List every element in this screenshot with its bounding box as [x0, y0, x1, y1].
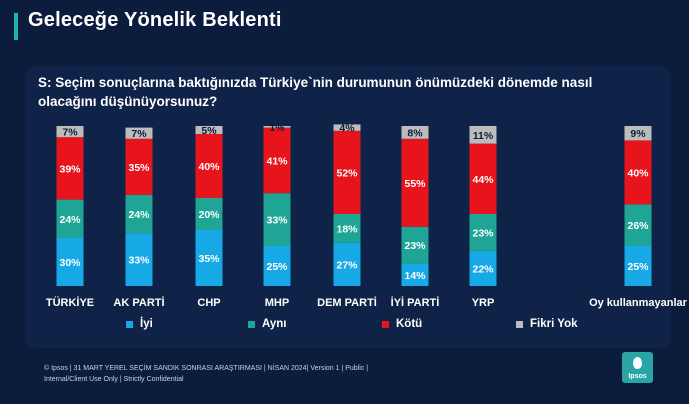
bar-segment-kotu [195, 134, 223, 198]
chart-legend: İyi Aynı Kötü Fikri Yok [0, 318, 689, 334]
data-label: 33% [128, 255, 150, 267]
bar-segment-kotu [401, 138, 429, 227]
data-label: 23% [472, 227, 494, 239]
legend-label: Aynı [262, 318, 287, 330]
question-line-2: olacağını düşünüyorsunuz? [38, 94, 218, 109]
bar-segment-fikri-yok [125, 127, 153, 139]
data-label: 52% [336, 167, 358, 179]
data-label: 41% [266, 155, 288, 167]
data-label: 25% [627, 261, 649, 273]
data-label: 39% [59, 163, 81, 175]
bar-segment-ayni [263, 193, 291, 246]
data-label: 26% [627, 220, 649, 232]
bar-segment-ayni [56, 199, 84, 238]
category-label: MHP [265, 297, 289, 309]
bar-segment-iyi [469, 250, 497, 286]
data-label: 40% [627, 167, 649, 179]
bar-segment-fikri-yok [401, 126, 429, 139]
bar-segment-kotu [333, 130, 361, 214]
footer-line-2: Internal/Client Use Only | Strictly Conf… [44, 375, 184, 383]
bar-segment-fikri-yok [469, 126, 497, 144]
bar-segment-kotu [125, 138, 153, 195]
bar-segment-iyi [125, 233, 153, 286]
logo-text: Ipsos [628, 373, 647, 380]
category-label: CHP [197, 297, 220, 309]
title-accent-bar [14, 13, 18, 40]
category-label: Oy kullanmayanlar [589, 297, 688, 309]
bar-segment-iyi [333, 242, 361, 286]
bar-segment-ayni [125, 194, 153, 234]
data-label: 44% [472, 174, 494, 186]
data-label: 20% [198, 209, 220, 221]
data-label: 22% [472, 263, 494, 275]
legend-swatch [126, 320, 133, 328]
data-label: 33% [266, 215, 288, 227]
data-label: 7% [131, 128, 147, 140]
data-label: 7% [62, 127, 78, 139]
data-label: 25% [266, 261, 288, 273]
data-label: 27% [336, 259, 358, 271]
bar-segment-fikri-yok [263, 126, 291, 128]
legend-swatch [248, 320, 255, 328]
legend-swatch [516, 320, 523, 328]
data-label: 9% [630, 128, 646, 140]
bar-segment-iyi [263, 246, 291, 286]
legend-item-ayni: Aynı [248, 318, 287, 330]
category-label: DEM PARTİ [317, 296, 377, 309]
bar-segment-kotu [469, 143, 497, 214]
legend-label: Kötü [396, 318, 423, 330]
legend-label: Fikri Yok [530, 318, 578, 330]
legend-label: İyi [140, 318, 153, 330]
bar-segment-iyi [195, 230, 223, 286]
legend-item-kotu: Kötü [382, 318, 422, 330]
bar-segment-iyi [624, 246, 652, 286]
bar-segment-fikri-yok [333, 124, 361, 131]
bar-segment-fikri-yok [624, 126, 652, 141]
question-line-1: S: Seçim sonuçlarına baktığınızda Türkiy… [38, 75, 593, 90]
data-label: 24% [59, 214, 81, 226]
data-label: 55% [404, 178, 426, 190]
bar-segment-iyi [401, 263, 429, 286]
data-label: 35% [128, 162, 150, 174]
page-title: Geleceğe Yönelik Beklenti [28, 9, 282, 31]
ipsos-logo: Ipsos [622, 352, 653, 383]
data-label: 11% [473, 130, 494, 142]
bar-segment-kotu [56, 137, 84, 200]
bar-segment-fikri-yok [56, 126, 84, 138]
category-label: YRP [472, 297, 495, 309]
data-label: 8% [407, 127, 423, 139]
bar-segment-ayni [333, 214, 361, 243]
data-label: 4% [339, 123, 355, 135]
data-label: 35% [198, 253, 220, 265]
data-label: 18% [336, 223, 358, 235]
bar-segment-iyi [56, 238, 84, 286]
data-label: 30% [59, 257, 81, 269]
legend-swatch [382, 320, 389, 328]
bar-segment-kotu [624, 140, 652, 205]
data-label: 23% [404, 240, 426, 252]
category-label: TÜRKİYE [46, 296, 94, 309]
bar-segment-ayni [469, 214, 497, 251]
bar-segment-ayni [624, 204, 652, 246]
logo-mark-icon [633, 357, 642, 369]
survey-question: S: Seçim sonuçlarına baktığınızda Türkiy… [38, 73, 638, 111]
footer: © Ipsos | 31 MART YEREL SEÇİM SANDIK SON… [44, 364, 444, 385]
legend-item-fikri-yok: Fikri Yok [516, 318, 578, 330]
data-label: 5% [201, 125, 217, 137]
data-label: 40% [198, 161, 220, 173]
data-label: 1% [269, 122, 285, 134]
bar-segment-ayni [195, 198, 223, 230]
bar-segment-ayni [401, 226, 429, 264]
footer-line-1: © Ipsos | 31 MART YEREL SEÇİM SANDIK SON… [44, 365, 369, 372]
category-label: İYİ PARTİ [391, 296, 440, 309]
bar-segment-fikri-yok [195, 126, 223, 134]
bar-segment-kotu [263, 127, 291, 194]
data-label: 24% [128, 209, 150, 221]
data-label: 14% [404, 270, 426, 282]
legend-item-iyi: İyi [126, 318, 153, 330]
category-label: AK PARTİ [113, 296, 164, 309]
